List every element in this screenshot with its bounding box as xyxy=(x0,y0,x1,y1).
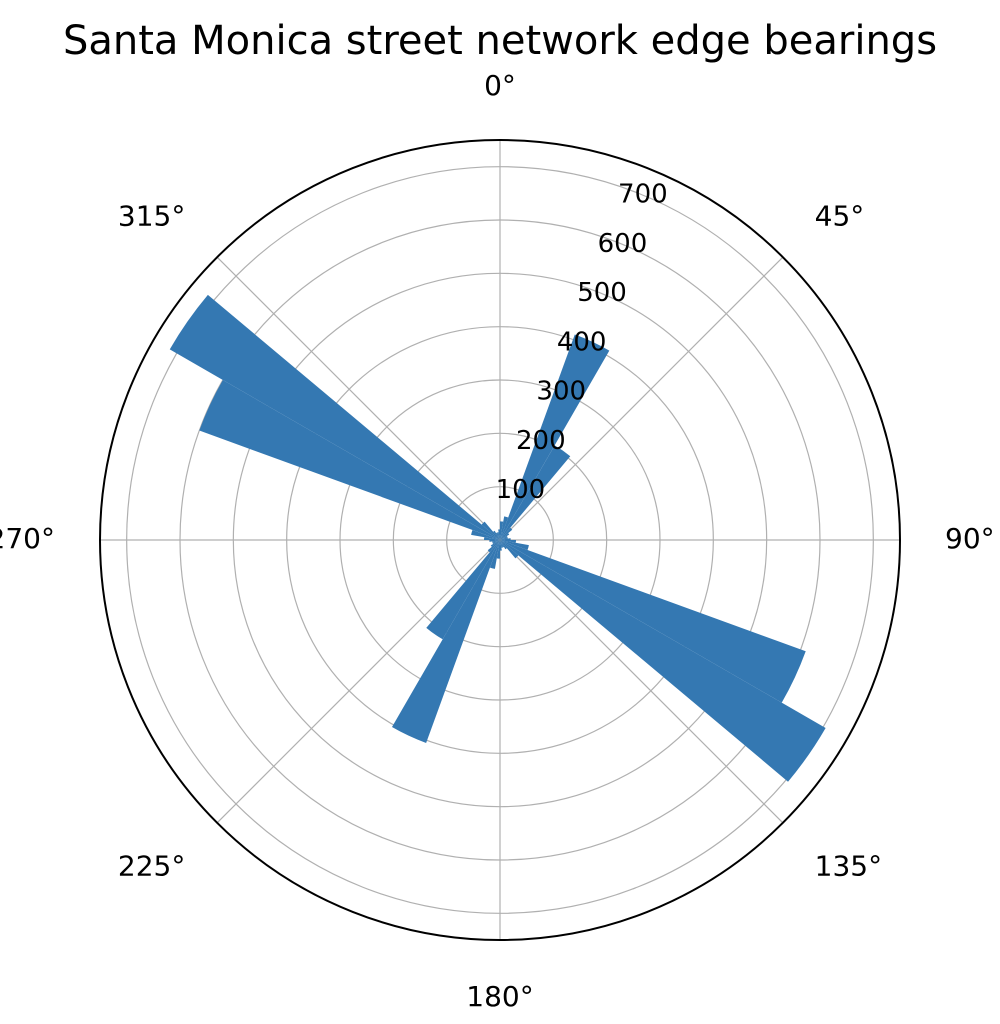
angle-tick-label: 45° xyxy=(815,199,865,232)
radial-tick-label: 100 xyxy=(496,475,546,505)
radial-tick-label: 700 xyxy=(618,180,668,210)
radial-tick-label: 400 xyxy=(557,327,607,357)
angle-tick-label: 270° xyxy=(0,522,55,555)
radial-tick-label: 600 xyxy=(598,229,648,259)
polar-bar xyxy=(392,540,500,743)
radial-tick-label: 300 xyxy=(536,377,586,407)
radial-tick-label: 200 xyxy=(516,426,566,456)
polar-bar xyxy=(199,380,500,540)
polar-bar xyxy=(500,540,806,703)
angle-tick-label: 135° xyxy=(815,849,882,882)
angle-tick-label: 315° xyxy=(118,199,185,232)
angle-tick-label: 225° xyxy=(118,849,185,882)
polar-chart-container: Santa Monica street network edge bearing… xyxy=(0,0,1000,1024)
angle-tick-label: 90° xyxy=(945,522,995,555)
polar-chart-svg: 0° 45° 90° 135° 180° 225° 270° 315° 100 200 300 400… xyxy=(0,0,1000,1024)
angle-tick-label: 0° xyxy=(484,69,516,102)
radial-tick-label: 500 xyxy=(577,278,627,308)
grid-spoke xyxy=(217,540,500,823)
angle-tick-label: 180° xyxy=(466,980,533,1013)
